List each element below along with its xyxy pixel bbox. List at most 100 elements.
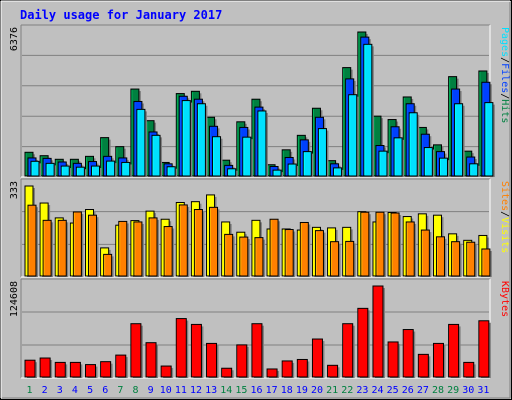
bar-pages-20 — [317, 128, 327, 177]
bar-sites-14 — [224, 233, 234, 277]
day-label-8: 8 — [132, 385, 138, 396]
bar-kbytes-5 — [85, 364, 97, 378]
bar-kbytes-29 — [448, 323, 460, 378]
bar-sites-27 — [420, 229, 430, 277]
bar-pages-8 — [136, 108, 146, 177]
bar-sites-9 — [148, 217, 158, 277]
bar-sites-19 — [299, 221, 309, 277]
day-label-2: 2 — [42, 385, 48, 396]
day-label-13: 13 — [205, 385, 217, 396]
bar-pages-27 — [423, 147, 433, 177]
bar-kbytes-2 — [39, 357, 51, 378]
bar-kbytes-24 — [372, 285, 384, 378]
bar-kbytes-21 — [327, 364, 339, 378]
bar-kbytes-1 — [24, 359, 36, 378]
legend: Sites/Visits — [499, 181, 510, 253]
bar-pages-18 — [287, 163, 297, 177]
bar-sites-3 — [57, 219, 67, 277]
bar-sites-22 — [345, 240, 355, 277]
day-label-31: 31 — [477, 385, 489, 396]
bar-kbytes-3 — [54, 361, 66, 378]
bar-pages-4 — [75, 166, 85, 177]
bar-kbytes-12 — [190, 323, 202, 378]
bar-kbytes-4 — [69, 361, 81, 378]
y-max-label: 333 — [9, 181, 20, 199]
bar-kbytes-9 — [145, 342, 157, 378]
bar-pages-13 — [212, 136, 222, 177]
bar-kbytes-31 — [478, 320, 490, 378]
bar-sites-20 — [314, 230, 324, 277]
bar-pages-15 — [242, 136, 252, 177]
bar-kbytes-8 — [130, 323, 142, 378]
day-label-21: 21 — [326, 385, 338, 396]
legend-item-files: Files — [499, 63, 510, 93]
bar-sites-5 — [88, 214, 98, 277]
chart-title: Daily usage for January 2017 — [20, 8, 222, 22]
day-label-10: 10 — [160, 385, 172, 396]
bar-pages-25 — [393, 137, 403, 177]
bar-sites-2 — [42, 219, 52, 277]
bar-pages-28 — [438, 157, 448, 177]
bar-sites-30 — [466, 241, 476, 277]
bar-sites-4 — [72, 211, 82, 277]
bar-sites-21 — [330, 241, 340, 277]
bar-kbytes-15 — [236, 344, 248, 378]
bar-kbytes-6 — [100, 361, 112, 378]
y-max-label: 124608 — [9, 281, 20, 317]
day-label-19: 19 — [296, 385, 308, 396]
day-label-29: 29 — [447, 385, 459, 396]
bar-pages-3 — [60, 165, 70, 177]
bar-kbytes-16 — [251, 323, 263, 378]
bar-sites-8 — [133, 221, 143, 277]
day-label-4: 4 — [72, 385, 78, 396]
bar-pages-29 — [454, 103, 464, 177]
legend-separator: / — [499, 93, 510, 99]
legend-item-visits: Visits — [499, 217, 510, 253]
day-label-1: 1 — [27, 385, 33, 396]
bar-sites-16 — [254, 237, 264, 277]
bar-kbytes-19 — [296, 358, 308, 378]
day-label-7: 7 — [117, 385, 123, 396]
bar-sites-29 — [451, 241, 461, 277]
bar-kbytes-28 — [432, 342, 444, 378]
bar-pages-5 — [91, 165, 101, 177]
bar-sites-24 — [375, 211, 385, 277]
legend: Pages/Files/Hits — [499, 27, 510, 123]
bar-pages-17 — [272, 169, 282, 177]
bar-sites-6 — [103, 253, 113, 277]
bar-sites-23 — [360, 211, 370, 277]
bar-kbytes-23 — [357, 307, 369, 378]
day-label-24: 24 — [372, 385, 384, 396]
day-label-20: 20 — [311, 385, 323, 396]
bar-sites-1 — [27, 204, 37, 277]
bar-kbytes-10 — [160, 365, 172, 378]
bar-sites-28 — [435, 236, 445, 277]
day-label-5: 5 — [87, 385, 93, 396]
day-label-18: 18 — [281, 385, 293, 396]
legend-separator: / — [499, 57, 510, 63]
bar-kbytes-11 — [175, 318, 187, 378]
legend-item-pages: Pages — [499, 27, 510, 57]
bar-kbytes-26 — [402, 329, 414, 378]
day-label-30: 30 — [462, 385, 474, 396]
day-label-14: 14 — [220, 385, 232, 396]
legend: KBytes — [499, 281, 510, 317]
bar-kbytes-14 — [221, 367, 233, 378]
bar-pages-9 — [151, 134, 161, 177]
legend-item-hits: Hits — [499, 99, 510, 123]
day-label-23: 23 — [356, 385, 368, 396]
bar-kbytes-22 — [342, 323, 354, 378]
bar-pages-22 — [348, 94, 358, 177]
legend-item-kbytes: KBytes — [499, 281, 510, 317]
day-label-6: 6 — [102, 385, 108, 396]
bar-pages-21 — [333, 167, 343, 177]
day-label-15: 15 — [235, 385, 247, 396]
bar-sites-7 — [118, 220, 128, 277]
bar-sites-17 — [269, 218, 279, 277]
bar-kbytes-25 — [387, 341, 399, 378]
bar-sites-18 — [284, 229, 294, 277]
day-label-9: 9 — [148, 385, 154, 396]
day-label-26: 26 — [402, 385, 414, 396]
bar-pages-1 — [30, 160, 40, 177]
